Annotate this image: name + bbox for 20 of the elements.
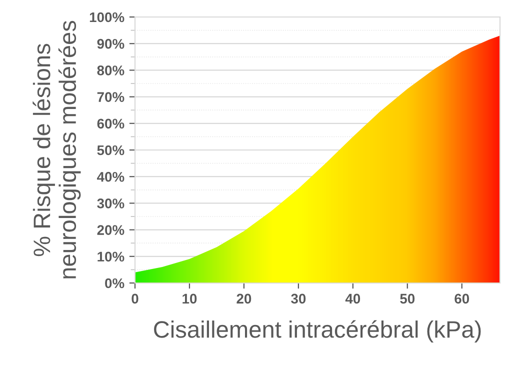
y-tick-label: 30% (97, 198, 124, 208)
y-tick-label: 70% (97, 92, 124, 102)
y-tick-label: 40% (96, 172, 124, 182)
y-tick-label: 100% (90, 12, 124, 22)
y-tick-label: 50% (97, 145, 124, 156)
x-tick-label: 60 (454, 294, 470, 304)
y-tick-label: 90% (97, 38, 124, 49)
x-tick-label: 30 (291, 294, 306, 304)
y-tick-label: 80% (97, 66, 124, 76)
y-tick-label: 20% (97, 225, 124, 235)
y-tick-label: 0% (105, 278, 124, 288)
y-tick-label: 10% (98, 252, 124, 262)
x-tick-label: 40 (345, 294, 360, 304)
y-axis-title: % Risque de lésions neurologiques modérées (32, 20, 81, 278)
x-tick-label: 20 (236, 294, 252, 304)
x-tick-label: 50 (400, 294, 415, 304)
x-axis-title: Cisaillement intracérébral (kPa) (154, 320, 481, 343)
x-tick-label: 0 (132, 294, 138, 304)
y-tick-label: 60% (97, 118, 124, 129)
x-tick-label: 10 (182, 294, 197, 304)
